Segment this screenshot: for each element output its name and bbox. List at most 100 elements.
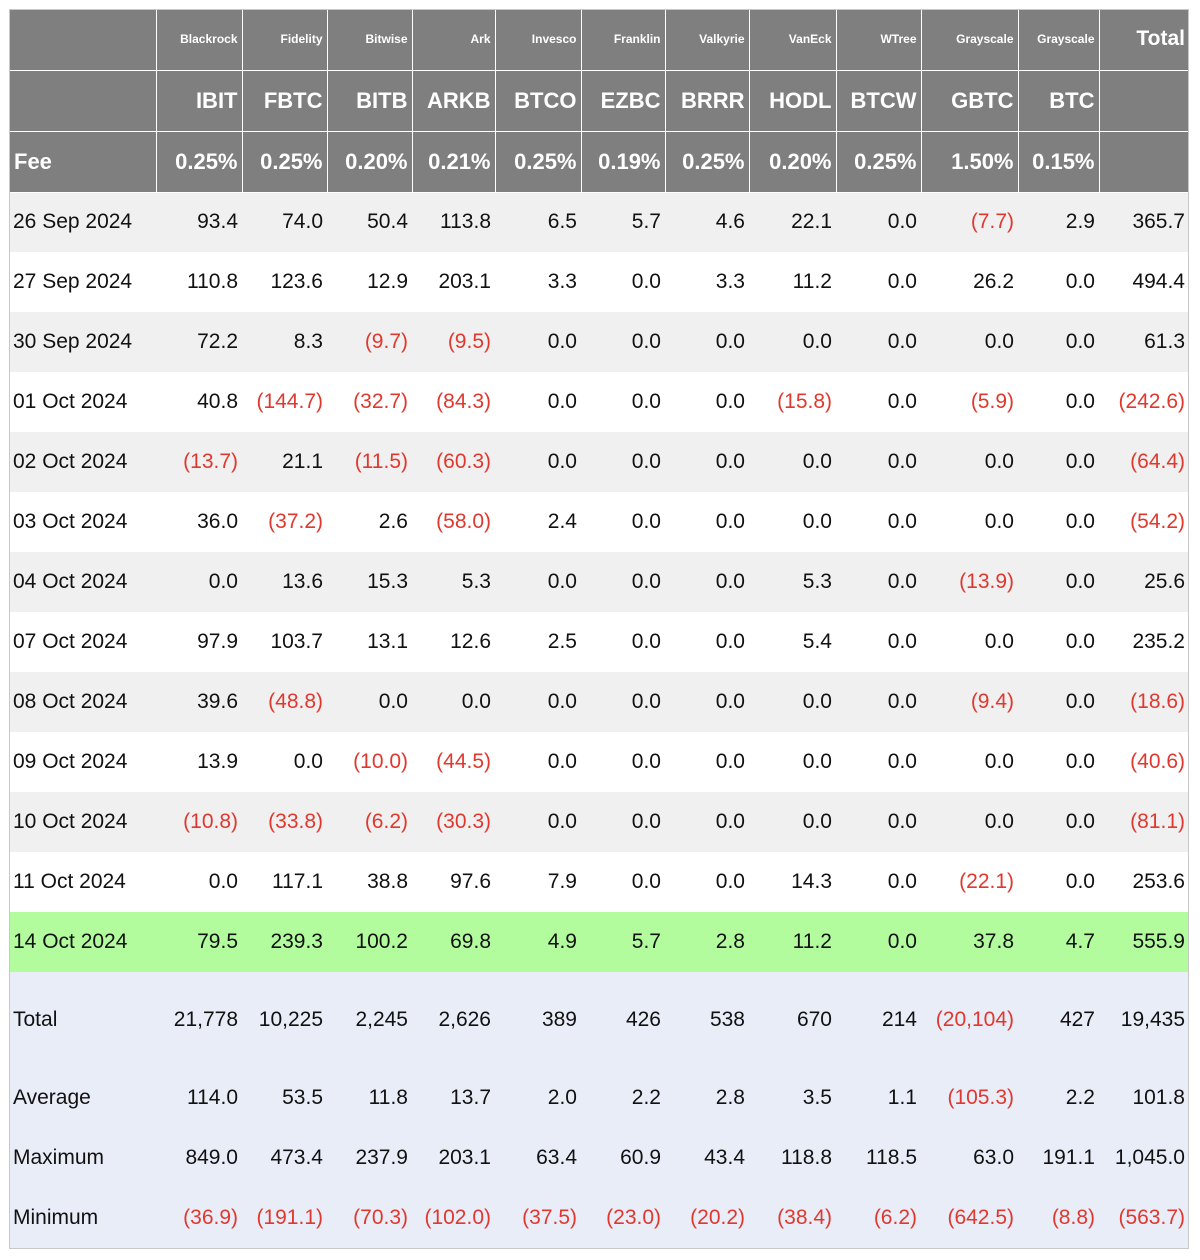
flow-cell: 4.9	[495, 912, 581, 972]
row-total-cell: 365.7	[1099, 192, 1189, 252]
flow-cell: 13.9	[156, 732, 242, 792]
table-row: 11 Oct 2024 0.0 117.1 38.8 97.6 7.9 0.0 0.0 14.3…	[9, 852, 1189, 912]
flow-cell: 93.4	[156, 192, 242, 252]
flow-cell: (10.0)	[327, 732, 412, 792]
stats-cell: 2.0	[495, 1068, 581, 1128]
flow-cell: 0.0	[1018, 492, 1099, 552]
flow-cell: 0.0	[665, 792, 749, 852]
stats-cell: 389	[495, 972, 581, 1068]
flow-cell: 79.5	[156, 912, 242, 972]
flow-cell: (33.8)	[242, 792, 327, 852]
flow-cell: 0.0	[665, 312, 749, 372]
flow-cell: 0.0	[1018, 852, 1099, 912]
row-total-cell: (54.2)	[1099, 492, 1189, 552]
flow-cell: (13.7)	[156, 432, 242, 492]
flow-cell: 123.6	[242, 252, 327, 312]
date-cell: 02 Oct 2024	[9, 432, 156, 492]
flow-cell: (60.3)	[412, 432, 495, 492]
flow-cell: 0.0	[749, 432, 836, 492]
stats-cell: 114.0	[156, 1068, 242, 1128]
flow-cell: 0.0	[749, 672, 836, 732]
stats-cell: 191.1	[1018, 1128, 1099, 1188]
date-cell: 14 Oct 2024	[9, 912, 156, 972]
flow-cell: (37.2)	[242, 492, 327, 552]
stats-cell: 13.7	[412, 1068, 495, 1128]
flow-cell: 0.0	[749, 312, 836, 372]
flow-cell: 0.0	[921, 612, 1018, 672]
flow-cell: 2.8	[665, 912, 749, 972]
table-row: 30 Sep 2024 72.2 8.3 (9.7) (9.5) 0.0 0.0 0.0 0.0…	[9, 312, 1189, 372]
flow-cell: (22.1)	[921, 852, 1018, 912]
flow-cell: 5.7	[581, 192, 665, 252]
flow-cell: 3.3	[495, 252, 581, 312]
stats-cell: 118.8	[749, 1128, 836, 1188]
flow-cell: 0.0	[921, 792, 1018, 852]
flow-cell: 0.0	[1018, 732, 1099, 792]
flow-cell: 11.2	[749, 912, 836, 972]
stats-cell: (105.3)	[921, 1068, 1018, 1128]
stats-cell: (37.5)	[495, 1188, 581, 1248]
flow-cell: (15.8)	[749, 372, 836, 432]
sponsor-header-cell: Fidelity	[242, 9, 328, 71]
flow-cell: (13.9)	[921, 552, 1018, 612]
stats-cell: (102.0)	[412, 1188, 495, 1248]
fee-header-row: Fee 0.25% 0.25% 0.20% 0.21% 0.25% 0.19% 0.25% 0…	[9, 131, 1189, 193]
sponsor-header-cell: Invesco	[495, 9, 582, 71]
sponsor-header-cell: Grayscale	[1018, 9, 1100, 71]
stats-cell: (38.4)	[749, 1188, 836, 1248]
flow-cell: 0.0	[156, 852, 242, 912]
table-row: 07 Oct 2024 97.9 103.7 13.1 12.6 2.5 0.0 0.0 5.4…	[9, 612, 1189, 672]
stats-cell: 2.8	[665, 1068, 749, 1128]
total-header: Total	[1099, 9, 1189, 71]
flow-cell: 72.2	[156, 312, 242, 372]
flow-cell: 0.0	[665, 372, 749, 432]
date-cell: 26 Sep 2024	[9, 192, 156, 252]
flow-cell: 110.8	[156, 252, 242, 312]
stats-cell: (8.8)	[1018, 1188, 1099, 1248]
table-row: 09 Oct 2024 13.9 0.0 (10.0) (44.5) 0.0 0.0 0.0 0…	[9, 732, 1189, 792]
flow-cell: (9.7)	[327, 312, 412, 372]
stats-cell: 60.9	[581, 1128, 665, 1188]
row-total-cell: (40.6)	[1099, 732, 1189, 792]
flow-cell: 0.0	[495, 552, 581, 612]
flow-cell: (32.7)	[327, 372, 412, 432]
flow-cell: 0.0	[581, 492, 665, 552]
flow-cell: 0.0	[921, 432, 1018, 492]
fee-cell: 0.15%	[1018, 131, 1100, 193]
stats-cell: 849.0	[156, 1128, 242, 1188]
stats-cell: (23.0)	[581, 1188, 665, 1248]
stats-cell: 203.1	[412, 1128, 495, 1188]
stats-total-cell: (563.7)	[1099, 1188, 1189, 1248]
flow-cell: 11.2	[749, 252, 836, 312]
flow-cell: 5.4	[749, 612, 836, 672]
fee-cell: 0.25%	[242, 131, 328, 193]
flow-cell: 39.6	[156, 672, 242, 732]
flow-cell: 5.3	[412, 552, 495, 612]
flow-cell: 97.6	[412, 852, 495, 912]
row-total-cell: (18.6)	[1099, 672, 1189, 732]
stats-cell: 2,245	[327, 972, 412, 1068]
fee-cell: 0.25%	[665, 131, 750, 193]
ticker-header-cell: BITB	[327, 70, 413, 132]
flow-cell: 0.0	[836, 912, 921, 972]
stats-cell: 237.9	[327, 1128, 412, 1188]
stats-cell: 3.5	[749, 1068, 836, 1128]
table-row: 08 Oct 2024 39.6 (48.8) 0.0 0.0 0.0 0.0 0.0 0.0 0…	[9, 672, 1189, 732]
stats-cell: 2.2	[581, 1068, 665, 1128]
ticker-header-cell: BTCO	[495, 70, 582, 132]
table-row: 26 Sep 2024 93.4 74.0 50.4 113.8 6.5 5.7 4.6 22.…	[9, 192, 1189, 252]
date-cell: 01 Oct 2024	[9, 372, 156, 432]
sponsor-header-row: Blackrock Fidelity Bitwise Ark Invesco Frankl…	[9, 9, 1189, 71]
flow-cell: (7.7)	[921, 192, 1018, 252]
date-cell: 08 Oct 2024	[9, 672, 156, 732]
flow-cell: 100.2	[327, 912, 412, 972]
flow-cell: 0.0	[495, 372, 581, 432]
flow-cell: 0.0	[581, 792, 665, 852]
flow-cell: 0.0	[581, 612, 665, 672]
flow-cell: 0.0	[327, 672, 412, 732]
ticker-header-cell: GBTC	[921, 70, 1019, 132]
fee-cell: 1.50%	[921, 131, 1019, 193]
flow-cell: 239.3	[242, 912, 327, 972]
flow-cell: 50.4	[327, 192, 412, 252]
stats-cell: 2,626	[412, 972, 495, 1068]
